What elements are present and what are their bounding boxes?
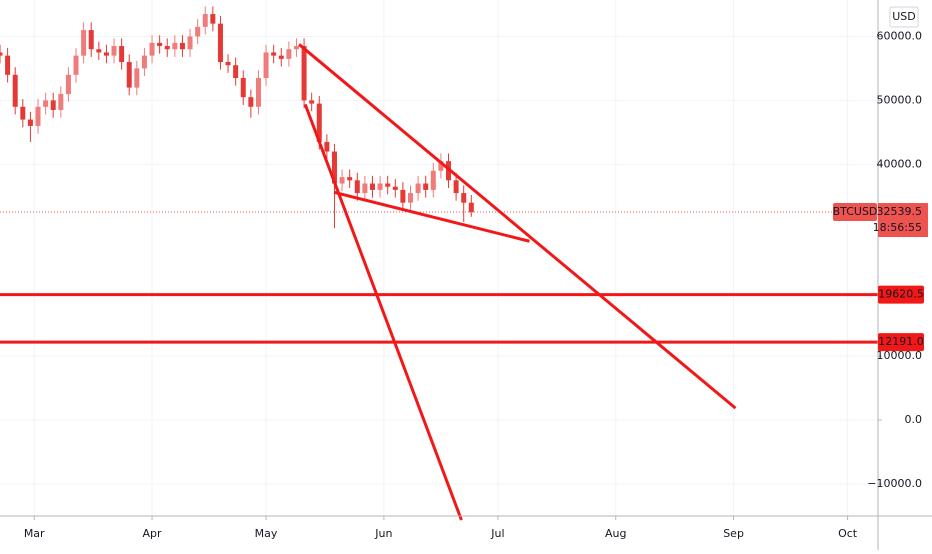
candle-body bbox=[400, 189, 406, 203]
candle-body bbox=[88, 30, 94, 50]
candle-body bbox=[240, 78, 246, 98]
candle-body bbox=[362, 183, 368, 194]
candle-body bbox=[468, 202, 474, 213]
x-tick-label: Jul bbox=[490, 527, 504, 540]
candle-body bbox=[309, 100, 315, 104]
y-tick-label: 10000.0 bbox=[877, 349, 923, 362]
x-tick-label: Oct bbox=[838, 527, 858, 540]
candle-body bbox=[20, 106, 26, 120]
level-box bbox=[878, 285, 924, 304]
level-box bbox=[878, 333, 924, 352]
level-label: 12191.0 bbox=[878, 335, 924, 348]
candle-body bbox=[248, 97, 254, 107]
trend-line bbox=[303, 103, 463, 521]
candle-body bbox=[217, 23, 223, 63]
y-tick-label: 40000.0 bbox=[877, 157, 923, 170]
symbol-box bbox=[833, 203, 877, 222]
candle-body bbox=[210, 14, 216, 24]
candle-body bbox=[50, 100, 56, 110]
candle-body bbox=[331, 151, 337, 184]
x-tick-label: Jun bbox=[374, 527, 392, 540]
x-tick-label: Mar bbox=[24, 527, 45, 540]
candle-body bbox=[453, 180, 459, 194]
candle-body bbox=[81, 30, 87, 56]
candle-body bbox=[233, 65, 239, 79]
candle-body bbox=[369, 183, 375, 190]
candle-body bbox=[415, 183, 421, 194]
candle-body bbox=[58, 93, 64, 110]
candle-body bbox=[263, 52, 269, 79]
candle-body bbox=[286, 49, 292, 59]
x-tick-label: Sep bbox=[723, 527, 744, 540]
candle-body bbox=[12, 74, 18, 107]
candle-body bbox=[187, 36, 193, 50]
candle-body bbox=[407, 193, 413, 203]
countdown-label: 18:56:55 bbox=[873, 221, 922, 234]
candle-body bbox=[392, 186, 398, 190]
candle-body bbox=[301, 46, 307, 101]
candle-body bbox=[65, 74, 71, 94]
candle-body bbox=[278, 55, 284, 59]
price-label: 32539.5 bbox=[877, 205, 923, 218]
currency-box[interactable] bbox=[889, 6, 919, 28]
candle-body bbox=[157, 42, 163, 47]
candle-body bbox=[377, 183, 383, 190]
x-tick-label: May bbox=[255, 527, 278, 540]
candle-body bbox=[339, 177, 345, 184]
candle-body bbox=[96, 49, 102, 53]
candle-body bbox=[126, 62, 132, 88]
candle-body bbox=[195, 26, 201, 37]
candle-body bbox=[461, 193, 467, 203]
candle-body bbox=[111, 46, 117, 56]
trend-line bbox=[333, 190, 530, 243]
candle-body bbox=[5, 55, 11, 75]
candle-body bbox=[43, 100, 49, 107]
level-label: 19620.5 bbox=[878, 288, 924, 301]
candle-body bbox=[134, 68, 140, 88]
candle-body bbox=[324, 141, 330, 152]
candle-body bbox=[27, 119, 33, 126]
y-tick-label: 0.0 bbox=[905, 413, 923, 426]
candle-body bbox=[430, 170, 436, 190]
y-tick-label: −10000.0 bbox=[867, 477, 922, 490]
candle-body bbox=[423, 183, 429, 190]
candle-body bbox=[293, 46, 299, 50]
candle-body bbox=[179, 42, 185, 50]
price-box bbox=[878, 203, 928, 238]
x-tick-label: Aug bbox=[605, 527, 626, 540]
candle-body bbox=[35, 106, 41, 126]
candle-body bbox=[141, 55, 147, 69]
candle-body bbox=[225, 62, 231, 66]
candle-body bbox=[347, 177, 353, 181]
symbol-label: BTCUSD bbox=[833, 205, 878, 218]
candle-body bbox=[316, 103, 322, 142]
candle-body bbox=[119, 46, 125, 63]
candle-body bbox=[164, 46, 170, 50]
currency: USD bbox=[892, 10, 916, 23]
candle-body bbox=[271, 52, 277, 56]
candle-body bbox=[73, 55, 79, 75]
y-tick-label: 50000.0 bbox=[877, 93, 923, 106]
candle-body bbox=[385, 183, 391, 187]
candle-body bbox=[172, 42, 178, 50]
candle-body bbox=[149, 42, 155, 56]
candle-body bbox=[438, 161, 444, 171]
trend-line bbox=[298, 43, 737, 410]
candle-body bbox=[255, 78, 261, 107]
candle-body bbox=[354, 180, 360, 194]
candle-body bbox=[103, 52, 109, 56]
candle-body bbox=[202, 14, 208, 27]
y-tick-label: 60000.0 bbox=[877, 29, 923, 42]
candle-body bbox=[0, 52, 3, 56]
x-tick-label: Apr bbox=[143, 527, 163, 540]
